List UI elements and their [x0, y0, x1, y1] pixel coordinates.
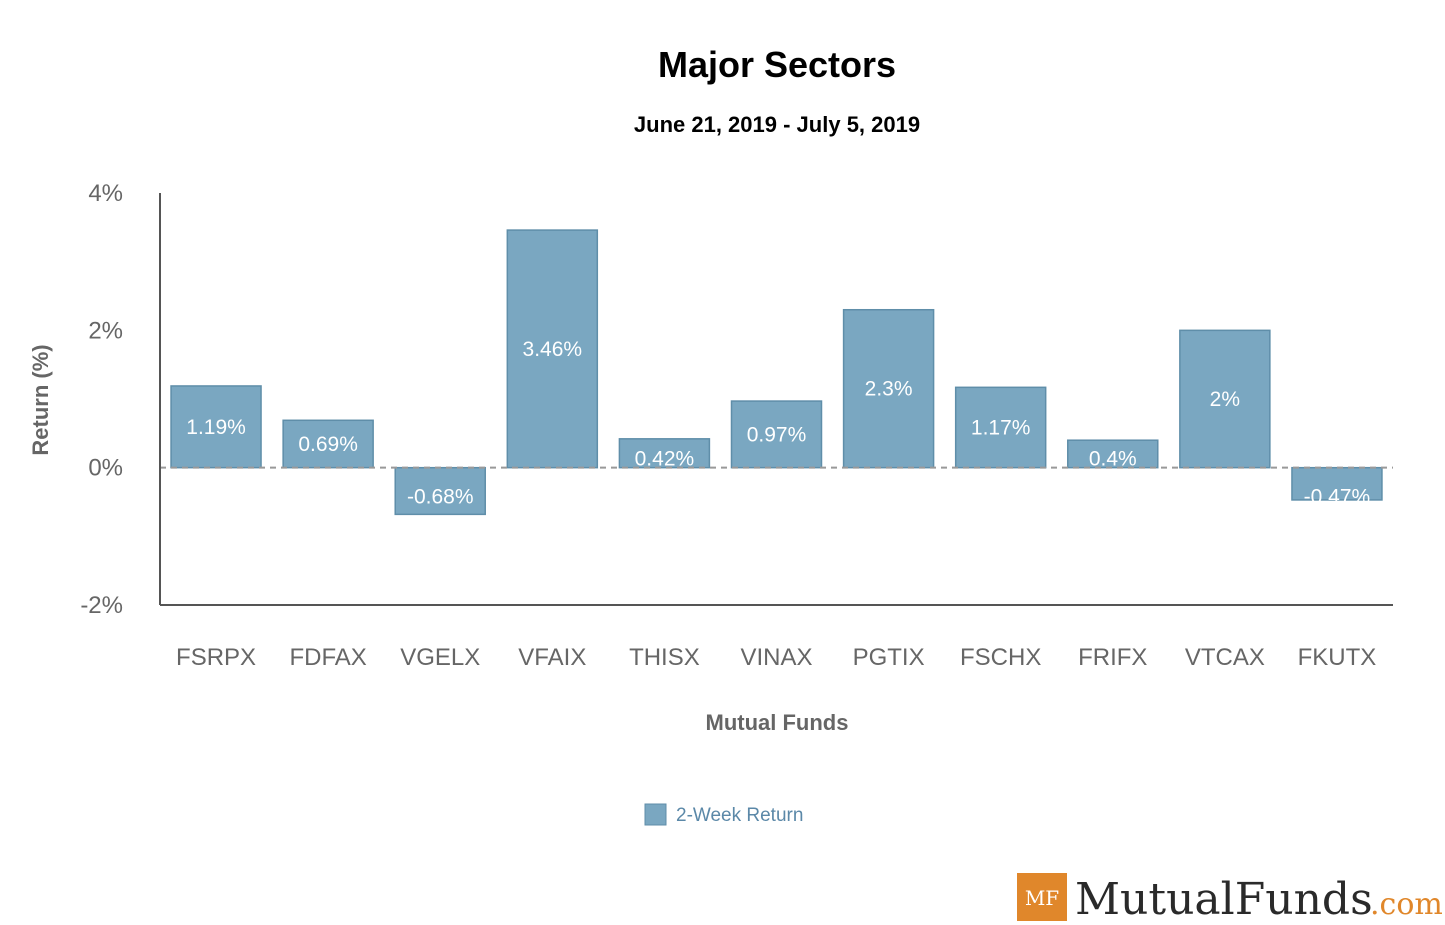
bar-thisx[interactable] — [618, 438, 711, 469]
y-axis-ticks: -2% 0% 2% 4% — [80, 180, 123, 619]
chart-subtitle: June 21, 2019 - July 5, 2019 — [634, 112, 920, 137]
x-tick-label: FDFAX — [289, 644, 366, 671]
bar-vtcax[interactable] — [1179, 329, 1271, 469]
logo-suffix: .com — [1370, 887, 1443, 922]
mutualfunds-logo: MF MutualFunds .com — [1017, 873, 1443, 925]
x-tick-label: THISX — [629, 644, 700, 671]
y-axis-title: Return (%) — [28, 344, 53, 455]
bar-fschx[interactable] — [954, 386, 1047, 469]
x-axis-title: Mutual Funds — [706, 710, 849, 735]
bar-value-label: 0.4% — [1089, 448, 1137, 471]
bar-fkutx[interactable] — [1291, 466, 1383, 501]
y-tick-label: 2% — [88, 317, 123, 344]
bar-value-label: 3.46% — [523, 338, 583, 361]
bar-data-labels: 1.19% 0.69% -0.68% 3.46% 0.42% 0.97% 2.3% 1.17%… — [186, 338, 1370, 509]
legend-label: 2-Week Return — [676, 805, 803, 826]
bar-value-label: -0.68% — [407, 486, 474, 509]
bar-value-label: 0.42% — [635, 448, 695, 471]
y-tick-label: 4% — [88, 180, 123, 207]
bar-value-label: -0.47% — [1304, 486, 1371, 509]
bar-value-label: 2% — [1210, 388, 1240, 411]
bar-vinax[interactable] — [730, 400, 823, 469]
y-tick-label: -2% — [80, 592, 123, 619]
logo-badge-text: MF — [1025, 886, 1059, 910]
x-tick-label: FKUTX — [1298, 644, 1377, 671]
bar-value-label: 1.19% — [186, 416, 246, 439]
bar-frifx[interactable] — [1067, 439, 1159, 469]
logo-badge-bg — [1017, 873, 1067, 921]
x-axis-ticks: FSRPX FDFAX VGELX VFAIX THISX VINAX PGTIX FSCHX… — [176, 644, 1376, 671]
x-tick-label: VGELX — [400, 644, 480, 671]
bar-value-label: 0.69% — [298, 433, 358, 456]
x-tick-label: FSCHX — [960, 644, 1041, 671]
bar-value-label: 1.17% — [971, 416, 1031, 439]
x-tick-label: FRIFX — [1078, 644, 1147, 671]
x-tick-label: VTCAX — [1185, 644, 1265, 671]
bar-fsrpx[interactable] — [170, 385, 262, 469]
bar-vfaix[interactable] — [506, 229, 599, 469]
logo-name: MutualFunds — [1075, 874, 1373, 925]
bar-value-label: 0.97% — [747, 423, 807, 446]
bars — [170, 229, 1383, 516]
x-tick-label: VINAX — [740, 644, 812, 671]
x-tick-label: FSRPX — [176, 644, 256, 671]
chart-title: Major Sectors — [658, 44, 896, 85]
bar-fdfax[interactable] — [282, 419, 374, 469]
x-tick-label: PGTIX — [853, 644, 925, 671]
legend[interactable]: 2-Week Return — [644, 803, 803, 826]
y-tick-label: 0% — [88, 455, 123, 482]
legend-swatch — [644, 803, 667, 826]
x-tick-label: VFAIX — [518, 644, 586, 671]
bar-value-label: 2.3% — [865, 378, 913, 401]
